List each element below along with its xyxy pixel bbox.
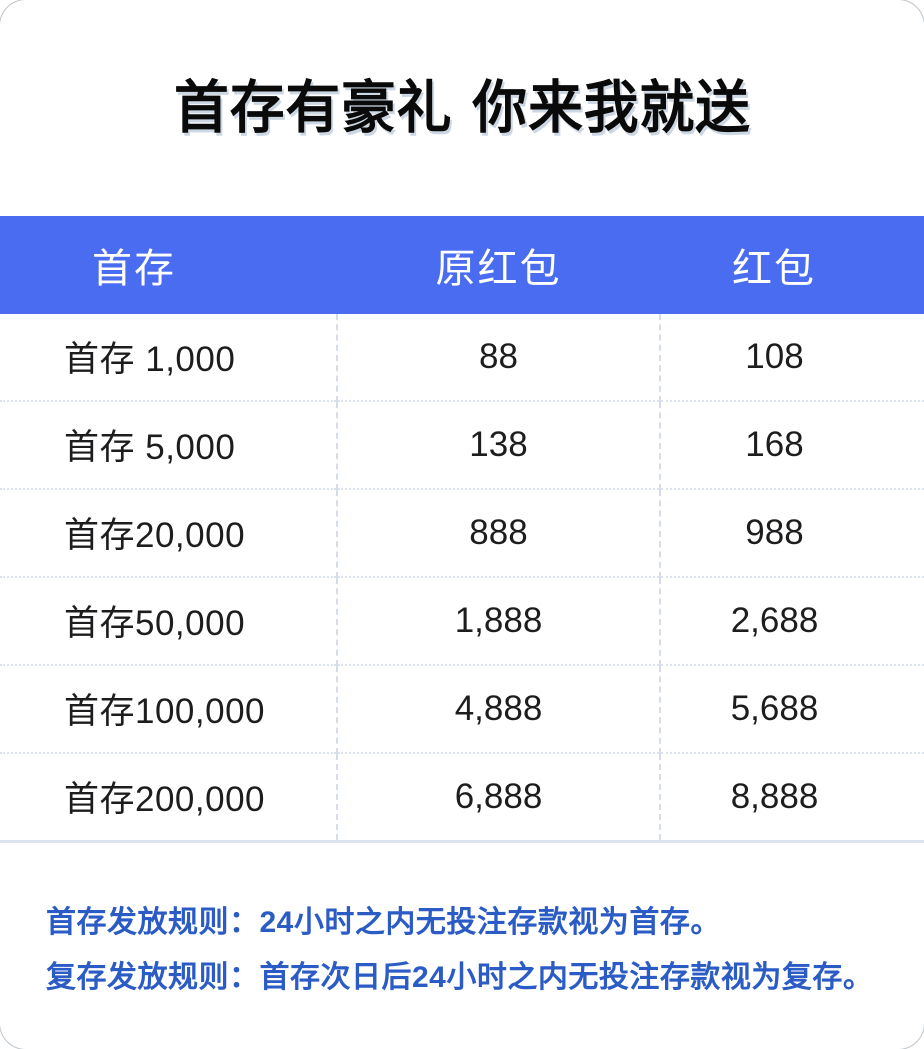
cell-bonus: 168: [660, 400, 924, 490]
table-body: 首存 1,000 88 108 首存 5,000 138 168 首存20,000 888 98…: [0, 313, 924, 843]
cell-bonus: 2,688: [660, 576, 924, 666]
table-row: 首存100,000 4,888 5,688: [0, 664, 924, 754]
rule-line: 首存发放规则：24小时之内无投注存款视为首存。: [46, 905, 721, 939]
cell-bonus: 8,888: [660, 752, 924, 843]
table-row: 首存20,000 888 988: [0, 488, 924, 578]
cell-tier: 首存200,000: [0, 752, 338, 843]
cell-tier: 首存 1,000: [0, 313, 338, 402]
cell-original-bonus: 888: [337, 488, 661, 578]
column-header-bonus: 红包: [660, 215, 924, 314]
cell-original-bonus: 4,888: [337, 664, 661, 754]
cell-tier: 首存20,000: [0, 488, 338, 578]
bonus-table: 首存 原红包 红包 首存 1,000 88 108 首存 5,000 138 168 首存2…: [0, 215, 924, 843]
cell-tier: 首存 5,000: [0, 400, 338, 490]
cell-original-bonus: 6,888: [337, 752, 661, 843]
cell-original-bonus: 88: [337, 313, 661, 402]
cell-bonus: 988: [660, 488, 924, 578]
table-row: 首存 5,000 138 168: [0, 400, 924, 490]
cell-original-bonus: 1,888: [337, 576, 661, 666]
title-container: 首存有豪礼 你来我就送: [0, 0, 924, 180]
page-title: 首存有豪礼 你来我就送: [173, 75, 751, 142]
table-header: 首存 原红包 红包: [0, 215, 924, 314]
table-row: 首存200,000 6,888 8,888: [0, 752, 924, 843]
cell-tier: 首存100,000: [0, 664, 338, 754]
table-header-row: 首存 原红包 红包: [0, 215, 924, 314]
table-row: 首存 1,000 88 108: [0, 313, 924, 402]
cell-bonus: 5,688: [660, 664, 924, 754]
column-header-tier: 首存: [0, 215, 337, 314]
cell-tier: 首存50,000: [0, 576, 338, 666]
column-header-original-bonus: 原红包: [337, 215, 660, 314]
cell-bonus: 108: [660, 313, 924, 402]
rule-line: 复存发放规则：首存次日后24小时之内无投注存款视为复存。: [46, 960, 874, 994]
cell-original-bonus: 138: [337, 400, 661, 490]
table-row: 首存50,000 1,888 2,688: [0, 576, 924, 666]
rules-section: 首存发放规则：24小时之内无投注存款视为首存。复存发放规则：首存次日后24小时之…: [0, 899, 924, 1002]
